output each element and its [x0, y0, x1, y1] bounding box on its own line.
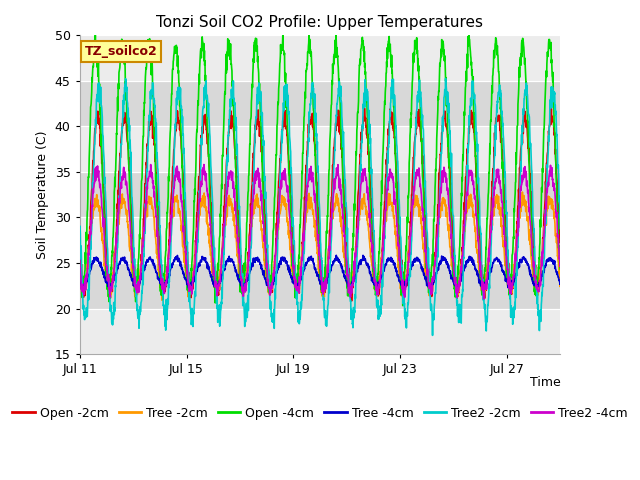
Bar [80, 309, 560, 354]
Bar [80, 36, 560, 81]
Text: Time: Time [529, 376, 560, 389]
Bar [80, 126, 560, 172]
Title: Tonzi Soil CO2 Profile: Upper Temperatures: Tonzi Soil CO2 Profile: Upper Temperatur… [157, 15, 483, 30]
Bar [80, 217, 560, 263]
Legend: Open -2cm, Tree -2cm, Open -4cm, Tree -4cm, Tree2 -2cm, Tree2 -4cm: Open -2cm, Tree -2cm, Open -4cm, Tree -4… [7, 402, 633, 425]
Text: TZ_soilco2: TZ_soilco2 [84, 45, 157, 58]
Y-axis label: Soil Temperature (C): Soil Temperature (C) [36, 131, 49, 259]
